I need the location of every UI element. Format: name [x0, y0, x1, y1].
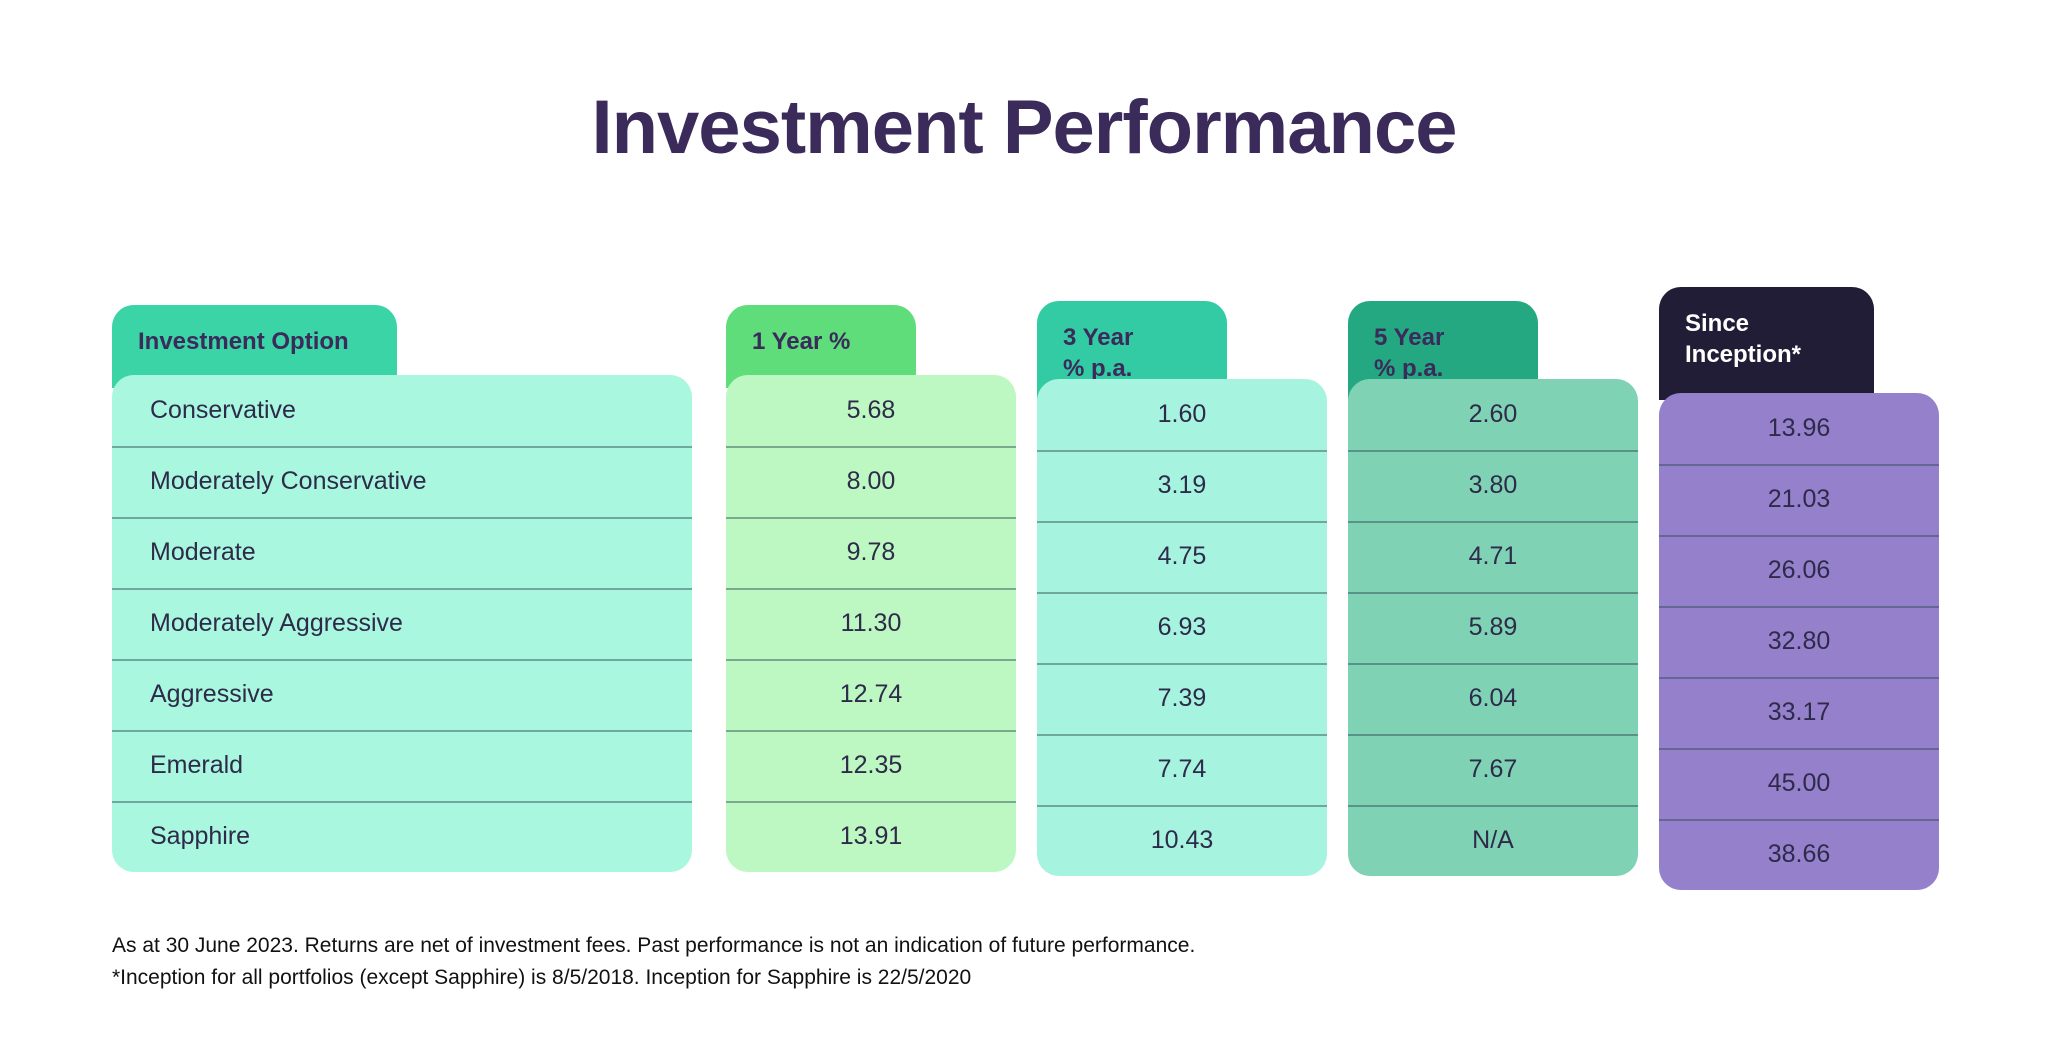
table-cell: 21.03: [1659, 464, 1939, 535]
table-row: Sapphire: [112, 801, 692, 872]
table-cell: 13.91: [726, 801, 1016, 872]
footnotes: As at 30 June 2023. Returns are net of i…: [112, 930, 1812, 993]
table-cell: 7.67: [1348, 734, 1638, 805]
column-body-since-inception: 13.96 21.03 26.06 32.80 33.17 45.00 38.6…: [1659, 393, 1939, 890]
table-cell: 7.39: [1037, 663, 1327, 734]
table-cell: 6.93: [1037, 592, 1327, 663]
footnote-line-2: *Inception for all portfolios (except Sa…: [112, 965, 972, 989]
table-cell: 12.74: [726, 659, 1016, 730]
table-row: Conservative: [150, 396, 296, 424]
table-row: Aggressive: [112, 659, 692, 730]
table-cell: 9.78: [726, 517, 1016, 588]
table-cell: 33.17: [1659, 677, 1939, 748]
table-cell: 7.74: [1037, 734, 1327, 805]
column-body-investment-option: Conservative Moderately Conservative Mod…: [112, 375, 692, 872]
column-header-investment-option: Investment Option: [112, 305, 397, 388]
table-row: Moderately Conservative: [112, 446, 692, 517]
table-cell: 38.66: [1659, 819, 1939, 890]
footnote-line-1: As at 30 June 2023. Returns are net of i…: [112, 934, 1196, 957]
table-cell: 6.04: [1348, 663, 1638, 734]
table-cell: N/A: [1348, 805, 1638, 876]
column-header-1-year: 1 Year %: [726, 305, 916, 388]
table-cell: 1.60: [1157, 400, 1207, 428]
table-cell: 32.80: [1659, 606, 1939, 677]
table-row: Emerald: [112, 730, 692, 801]
table-cell: 2.60: [1468, 400, 1518, 428]
column-body-1-year: 5.68 8.00 9.78 11.30 12.74 12.35 13.91: [726, 375, 1016, 872]
page-title: Investment Performance: [591, 85, 1458, 170]
table-cell: 45.00: [1659, 748, 1939, 819]
column-header-since-inception: Since Inception*: [1659, 287, 1874, 401]
table-cell: 10.43: [1037, 805, 1327, 876]
table-cell: 13.96: [1767, 414, 1831, 442]
table-cell: 4.75: [1037, 521, 1327, 592]
column-body-5-year: 2.60 3.80 4.71 5.89 6.04 7.67 N/A: [1348, 379, 1638, 876]
table-cell: 5.89: [1348, 592, 1638, 663]
table-cell: 3.19: [1037, 450, 1327, 521]
table-cell: 3.80: [1348, 450, 1638, 521]
table-row: Moderate: [112, 517, 692, 588]
table-cell: 8.00: [726, 446, 1016, 517]
table-cell: 11.30: [726, 588, 1016, 659]
table-cell: 26.06: [1659, 535, 1939, 606]
table-row: Moderately Aggressive: [112, 588, 692, 659]
table-cell: 12.35: [726, 730, 1016, 801]
performance-table: Investment Option Conservative Moderatel…: [112, 287, 1939, 890]
column-body-3-year: 1.60 3.19 4.75 6.93 7.39 7.74 10.43: [1037, 379, 1327, 876]
table-cell: 5.68: [846, 396, 896, 424]
table-cell: 4.71: [1348, 521, 1638, 592]
